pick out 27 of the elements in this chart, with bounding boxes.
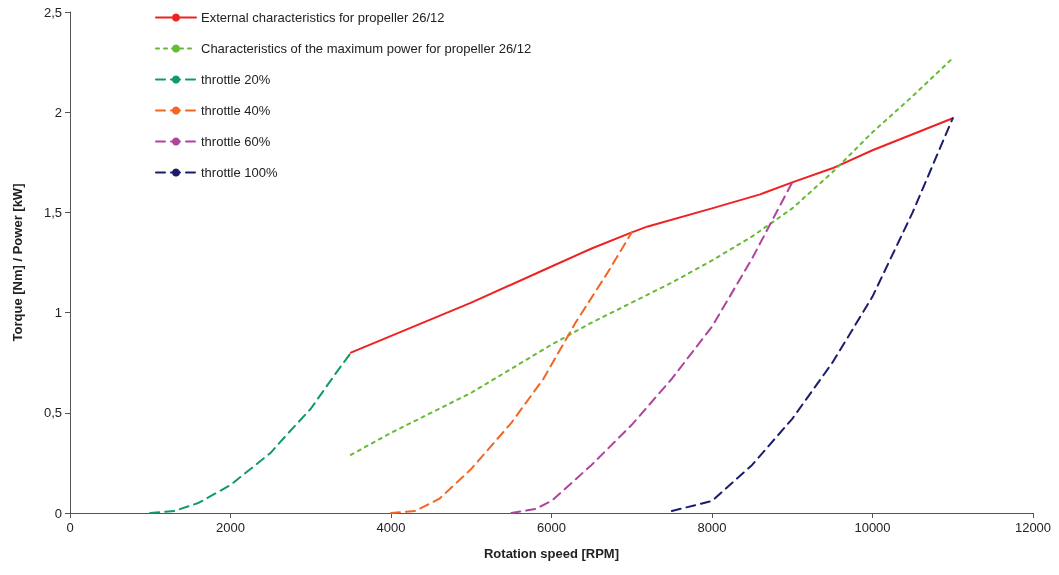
y-tick-label: 2	[54, 104, 62, 120]
line-series	[670, 117, 954, 512]
x-axis-title: Rotation speed [RPM]	[483, 546, 620, 561]
line-series	[390, 231, 633, 514]
x-tick-label: 12000	[1014, 520, 1052, 535]
x-tick-label: 10000	[854, 520, 891, 535]
y-tick-label: 2,5	[43, 4, 62, 20]
legend-label: throttle 40%	[201, 103, 271, 118]
line-series	[349, 57, 954, 456]
x-tick-label: 0	[66, 520, 74, 535]
x-tick-label: 8000	[697, 520, 727, 535]
y-tick-label: 0	[54, 505, 62, 521]
legend-label: throttle 20%	[201, 72, 271, 87]
line-series	[510, 181, 794, 514]
legend-label: throttle 60%	[201, 134, 271, 149]
y-tick-label: 1	[54, 305, 62, 321]
legend-label: Characteristics of the maximum power for propeller 26/12	[201, 41, 532, 56]
y-tick-label: 0,5	[43, 405, 62, 421]
line-series	[149, 351, 352, 514]
x-tick-label: 4000	[376, 520, 406, 535]
y-axis-title: Torque [Nm] / Power [kW]	[10, 183, 25, 342]
legend-label: throttle 100%	[201, 165, 279, 180]
legend-label: External characteristics for propeller 26/12	[201, 10, 445, 25]
x-tick-label: 6000	[537, 520, 566, 535]
y-tick-label: 1,5	[43, 204, 62, 220]
line-series	[349, 117, 954, 354]
x-tick-label: 2000	[216, 520, 245, 535]
